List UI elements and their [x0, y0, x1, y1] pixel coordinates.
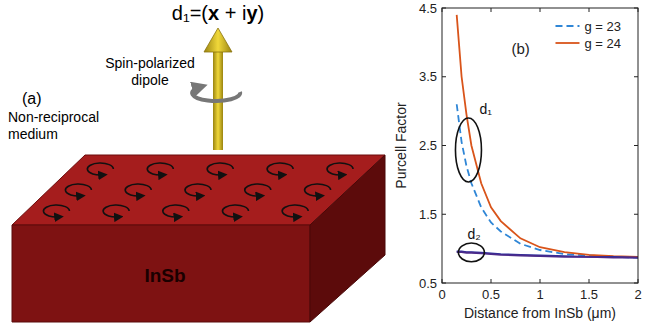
surface-circulation: [43, 205, 69, 217]
surface-circulation: [87, 163, 113, 175]
surface-circulation: [163, 205, 189, 217]
y-tick-label: 2.5: [419, 138, 437, 153]
dipole-caption: Spin-polarizeddipole: [105, 55, 195, 88]
figure: InSbd₁=(x + iy)Spin-polarizeddipoleNon-r…: [0, 0, 654, 329]
y-axis-title: Purcell Factor: [393, 102, 409, 189]
x-tick-label: 0.5: [482, 287, 500, 302]
panel-b: 0.51.52.53.54.500.511.52Distance from In…: [393, 1, 642, 322]
legend-box: [551, 14, 632, 54]
rotation-arrow: [192, 87, 240, 101]
annotation-label-bg: [466, 226, 481, 242]
y-tick: [442, 145, 446, 146]
x-tick: [540, 8, 541, 12]
dipole-caption-line: dipole: [131, 72, 169, 88]
dipole-label: d₁=(x + iy): [172, 2, 264, 24]
x-axis-title: Distance from InSb (μm): [464, 305, 616, 321]
annotation-label: d₁: [479, 101, 492, 117]
surface-circulation: [207, 163, 233, 175]
x-tick: [491, 8, 492, 12]
x-tick-label: 2: [634, 287, 641, 302]
dipole-label-part: x: [208, 2, 219, 24]
plot-background: [442, 8, 638, 283]
surface-circulation: [125, 184, 151, 196]
y-tick-label: 3.5: [419, 69, 437, 84]
y-tick: [634, 76, 638, 77]
annotation-label: d₂: [467, 226, 480, 242]
dipole-label-part: ): [258, 2, 265, 24]
material-label: InSb: [144, 265, 185, 286]
x-tick: [491, 279, 492, 283]
surface-circulation: [222, 205, 248, 217]
slab-front: [12, 225, 310, 322]
y-tick: [442, 76, 446, 77]
series-group: [457, 15, 638, 258]
slab-side: [310, 155, 385, 322]
dipole-label-part: +: [225, 2, 237, 24]
y-tick-label: 0.5: [419, 276, 437, 291]
x-tick: [589, 8, 590, 12]
series-line: [457, 15, 638, 257]
series-line: [457, 104, 638, 257]
panel-a: InSbd₁=(x + iy)Spin-polarizeddipoleNon-r…: [8, 2, 385, 322]
surface-circulation: [267, 163, 293, 175]
legend-label: g = 23: [584, 19, 621, 34]
dipole-caption-line: Spin-polarized: [105, 55, 195, 71]
surface-circulation: [245, 184, 271, 196]
medium-caption-line: Non-reciprocal: [8, 109, 99, 125]
surface-circulation: [305, 184, 331, 196]
x-tick-label: 0: [438, 287, 445, 302]
legend: g = 23 g = 24: [551, 14, 632, 54]
x-tick: [540, 279, 541, 283]
y-tick-label: 1.5: [419, 207, 437, 222]
surface-circulation: [185, 184, 211, 196]
dipole-head: [204, 28, 232, 52]
medium-caption: Non-reciprocalmedium: [8, 109, 99, 142]
dipole-label-part: d: [172, 2, 183, 24]
panel-label: (b): [511, 40, 529, 57]
annotation-ellipse: [458, 243, 484, 262]
medium-caption-line: medium: [8, 126, 58, 142]
panel-label: (a): [22, 90, 42, 107]
surface-circulation: [147, 163, 173, 175]
surface-circulation: [65, 184, 91, 196]
y-tick-label: 4.5: [419, 1, 437, 16]
x-tick-label: 1.5: [580, 287, 598, 302]
legend-swatch: [555, 42, 579, 44]
dipole-label-part: =: [190, 2, 202, 24]
plot-frame: [442, 8, 638, 283]
y-tick: [442, 214, 446, 215]
x-tick: [589, 279, 590, 283]
surface-circulation: [282, 205, 308, 217]
surface-circulation: [327, 163, 353, 175]
annotation-ellipse: [455, 118, 481, 182]
x-tick-label: 1: [536, 287, 543, 302]
legend-label: g = 24: [584, 36, 621, 51]
legend-swatch: [555, 25, 579, 27]
surface-circulation: [103, 205, 129, 217]
y-tick: [634, 214, 638, 215]
annotation-label-bg: [478, 101, 493, 117]
y-tick: [634, 145, 638, 146]
